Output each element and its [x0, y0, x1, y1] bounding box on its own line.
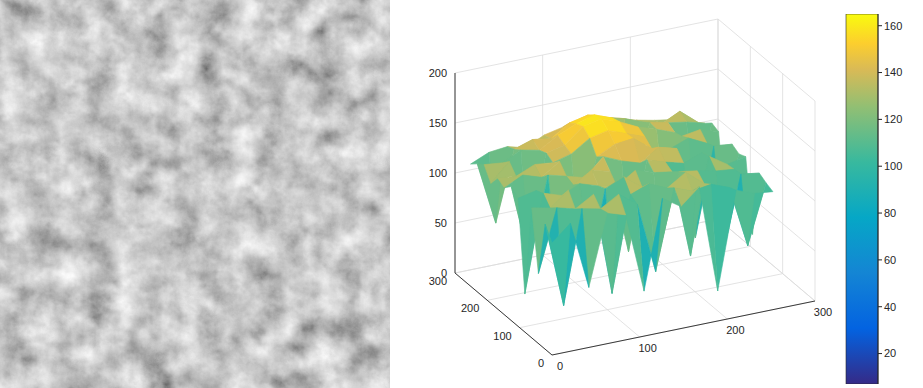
svg-text:80: 80	[884, 207, 896, 219]
svg-text:100: 100	[429, 167, 447, 179]
svg-text:300: 300	[428, 275, 447, 287]
svg-text:0: 0	[538, 357, 544, 369]
svg-text:300: 300	[814, 306, 832, 318]
svg-text:120: 120	[884, 113, 902, 125]
svg-text:160: 160	[884, 20, 902, 32]
svg-text:0: 0	[557, 360, 563, 372]
svg-text:150: 150	[429, 117, 447, 129]
svg-text:200: 200	[726, 324, 744, 336]
svg-text:40: 40	[884, 301, 896, 313]
svg-text:100: 100	[884, 160, 902, 172]
svg-text:200: 200	[429, 67, 447, 79]
svg-text:100: 100	[493, 330, 511, 342]
svg-text:60: 60	[884, 254, 896, 266]
svg-text:100: 100	[638, 342, 656, 354]
svg-text:200: 200	[461, 302, 479, 314]
svg-text:0: 0	[441, 267, 447, 279]
svg-text:50: 50	[435, 217, 447, 229]
svg-text:20: 20	[884, 347, 896, 359]
svg-text:140: 140	[884, 66, 902, 78]
